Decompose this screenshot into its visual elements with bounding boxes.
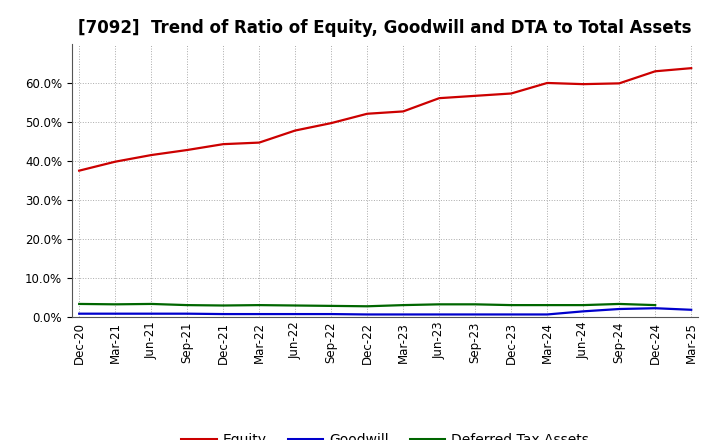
Deferred Tax Assets [543, 302, 552, 308]
Goodwill [327, 312, 336, 317]
Equity [183, 147, 192, 153]
Goodwill [471, 312, 480, 317]
Deferred Tax Assets [615, 301, 624, 307]
Equity [543, 81, 552, 86]
Goodwill [183, 311, 192, 316]
Deferred Tax Assets [255, 302, 264, 308]
Goodwill [219, 312, 228, 317]
Deferred Tax Assets [435, 302, 444, 307]
Deferred Tax Assets [75, 301, 84, 307]
Goodwill [75, 311, 84, 316]
Goodwill [687, 307, 696, 312]
Deferred Tax Assets [219, 303, 228, 308]
Goodwill [579, 309, 588, 314]
Goodwill [615, 306, 624, 312]
Goodwill [147, 311, 156, 316]
Deferred Tax Assets [399, 302, 408, 308]
Deferred Tax Assets [579, 302, 588, 308]
Title: [7092]  Trend of Ratio of Equity, Goodwill and DTA to Total Assets: [7092] Trend of Ratio of Equity, Goodwil… [78, 19, 692, 37]
Equity [219, 142, 228, 147]
Deferred Tax Assets [291, 303, 300, 308]
Goodwill [111, 311, 120, 316]
Goodwill [399, 312, 408, 317]
Deferred Tax Assets [471, 302, 480, 307]
Line: Equity: Equity [79, 68, 691, 171]
Equity [615, 81, 624, 86]
Deferred Tax Assets [183, 302, 192, 308]
Equity [507, 91, 516, 96]
Goodwill [543, 312, 552, 317]
Goodwill [651, 306, 660, 311]
Deferred Tax Assets [111, 302, 120, 307]
Equity [255, 140, 264, 145]
Line: Deferred Tax Assets: Deferred Tax Assets [79, 304, 655, 306]
Equity [147, 152, 156, 158]
Deferred Tax Assets [651, 302, 660, 308]
Goodwill [435, 312, 444, 317]
Equity [435, 95, 444, 101]
Equity [687, 66, 696, 71]
Equity [327, 121, 336, 126]
Deferred Tax Assets [327, 303, 336, 308]
Line: Goodwill: Goodwill [79, 308, 691, 315]
Deferred Tax Assets [363, 304, 372, 309]
Equity [399, 109, 408, 114]
Goodwill [255, 312, 264, 317]
Equity [471, 93, 480, 99]
Equity [291, 128, 300, 133]
Goodwill [291, 312, 300, 317]
Equity [111, 159, 120, 164]
Equity [363, 111, 372, 117]
Deferred Tax Assets [507, 302, 516, 308]
Equity [579, 81, 588, 87]
Deferred Tax Assets [147, 301, 156, 307]
Goodwill [507, 312, 516, 317]
Equity [651, 69, 660, 74]
Equity [75, 168, 84, 173]
Legend: Equity, Goodwill, Deferred Tax Assets: Equity, Goodwill, Deferred Tax Assets [176, 427, 595, 440]
Goodwill [363, 312, 372, 317]
